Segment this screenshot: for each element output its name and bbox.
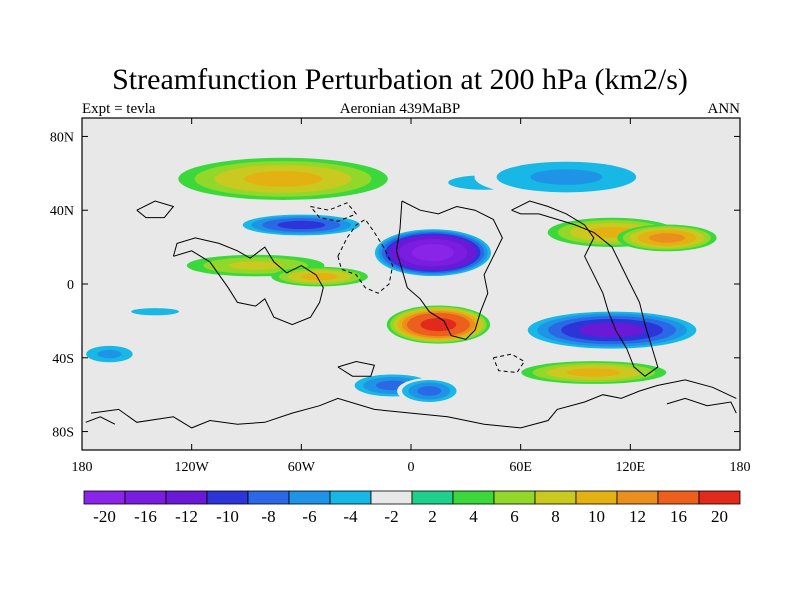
coastline [492, 353, 526, 374]
anomaly-cell-11 [519, 309, 705, 351]
period-label: Aeronian 439MaBP [339, 101, 461, 117]
y-tick-label: 80S [52, 426, 74, 441]
contour-level [97, 349, 122, 359]
anomaly-cell-2 [474, 156, 659, 198]
colorbar: -20 -16 -12 -10 -8 -6 -4 -2 2 4 6 8 10 12 16 20 [83, 490, 741, 526]
y-tick-label: 0 [67, 278, 74, 293]
contour-level [417, 386, 442, 396]
colorbar-swatch [698, 490, 741, 505]
x-tick-label: 60E [509, 460, 532, 475]
colorbar-label: -12 [175, 507, 198, 526]
x-axis-ticks: 180 120W 60W 0 60E 120E 180 [72, 118, 751, 475]
colorbar-label: 4 [469, 507, 478, 526]
colorbar-label: -2 [384, 507, 398, 526]
colorbar-label: 10 [588, 507, 605, 526]
plot-title: Streamfunction Perturbation at 200 hPa (… [112, 63, 688, 96]
coastline [136, 200, 175, 219]
contour-level [412, 244, 454, 262]
coastline [337, 360, 376, 377]
coastline [91, 379, 737, 429]
colorbar-swatch [206, 490, 249, 505]
colorbar-label: 20 [711, 507, 728, 526]
colorbar-label: 16 [670, 507, 687, 526]
x-tick-label: 60W [288, 460, 316, 475]
colorbar-swatch [83, 490, 126, 505]
x-tick-label: 0 [408, 460, 415, 475]
anomaly-cell-6 [617, 224, 717, 252]
contour-level [420, 317, 457, 332]
coastline-layer [85, 200, 737, 429]
contour-fill-layer [82, 156, 717, 404]
x-tick-label: 180 [730, 460, 751, 475]
contour-level [244, 171, 322, 187]
x-tick-label: 120W [175, 460, 210, 475]
coastline [310, 202, 358, 222]
colorbar-label: -10 [216, 507, 239, 526]
contour-level [277, 220, 326, 230]
experiment-label: Expt = tevla [82, 101, 156, 117]
colorbar-swatch [370, 490, 413, 505]
coastline [172, 237, 324, 326]
anomaly-cell-0 [178, 157, 388, 200]
anomaly-cell-3 [235, 213, 368, 237]
contour-level [648, 233, 685, 243]
contour-level [301, 273, 338, 281]
y-tick-label: 80N [50, 130, 74, 145]
colorbar-swatch [247, 490, 290, 505]
coastline [85, 416, 116, 425]
contour-level [228, 261, 283, 270]
colorbar-label: -20 [93, 507, 116, 526]
anomaly-cell-15 [397, 377, 462, 404]
coastline [511, 200, 659, 377]
contour-level [530, 169, 603, 185]
colorbar-label: 8 [551, 507, 560, 526]
colorbar-swatch [657, 490, 700, 505]
colorbar-swatch [124, 490, 167, 505]
colorbar-label: 12 [629, 507, 646, 526]
y-tick-label: 40N [50, 204, 74, 219]
colorbar-swatch [493, 490, 536, 505]
x-tick-label: 120E [616, 460, 646, 475]
colorbar-swatch [165, 490, 208, 505]
contour-level [566, 368, 621, 377]
coastline [337, 218, 394, 294]
anomaly-cell-10 [100, 303, 210, 320]
colorbar-label: -4 [343, 507, 358, 526]
colorbar-label: 2 [428, 507, 437, 526]
colorbar-label: -16 [134, 507, 157, 526]
anomaly-cell-13 [521, 361, 667, 384]
y-tick-label: 40S [52, 352, 74, 367]
colorbar-label: -6 [302, 507, 316, 526]
anomaly-cell-12 [82, 343, 141, 365]
colorbar-label: 6 [510, 507, 519, 526]
colorbar-label: -8 [261, 507, 275, 526]
colorbar-swatch [411, 490, 454, 505]
colorbar-swatch [534, 490, 577, 505]
coastline [395, 200, 503, 340]
colorbar-swatch [329, 490, 372, 505]
season-label: ANN [707, 101, 741, 117]
anomaly-cell-9 [386, 305, 491, 344]
anomaly-cell-8 [271, 266, 368, 287]
colorbar-swatch [288, 490, 331, 505]
coastline [666, 397, 737, 414]
colorbar-swatch [616, 490, 659, 505]
colorbar-swatch [575, 490, 618, 505]
anomaly-cell-4 [371, 228, 494, 278]
colorbar-swatch [452, 490, 495, 505]
y-axis-ticks: 80N 40N 0 40S 80S [50, 130, 740, 441]
contour-level [579, 322, 645, 338]
contour-level [131, 308, 180, 316]
x-tick-label: 180 [72, 460, 93, 475]
